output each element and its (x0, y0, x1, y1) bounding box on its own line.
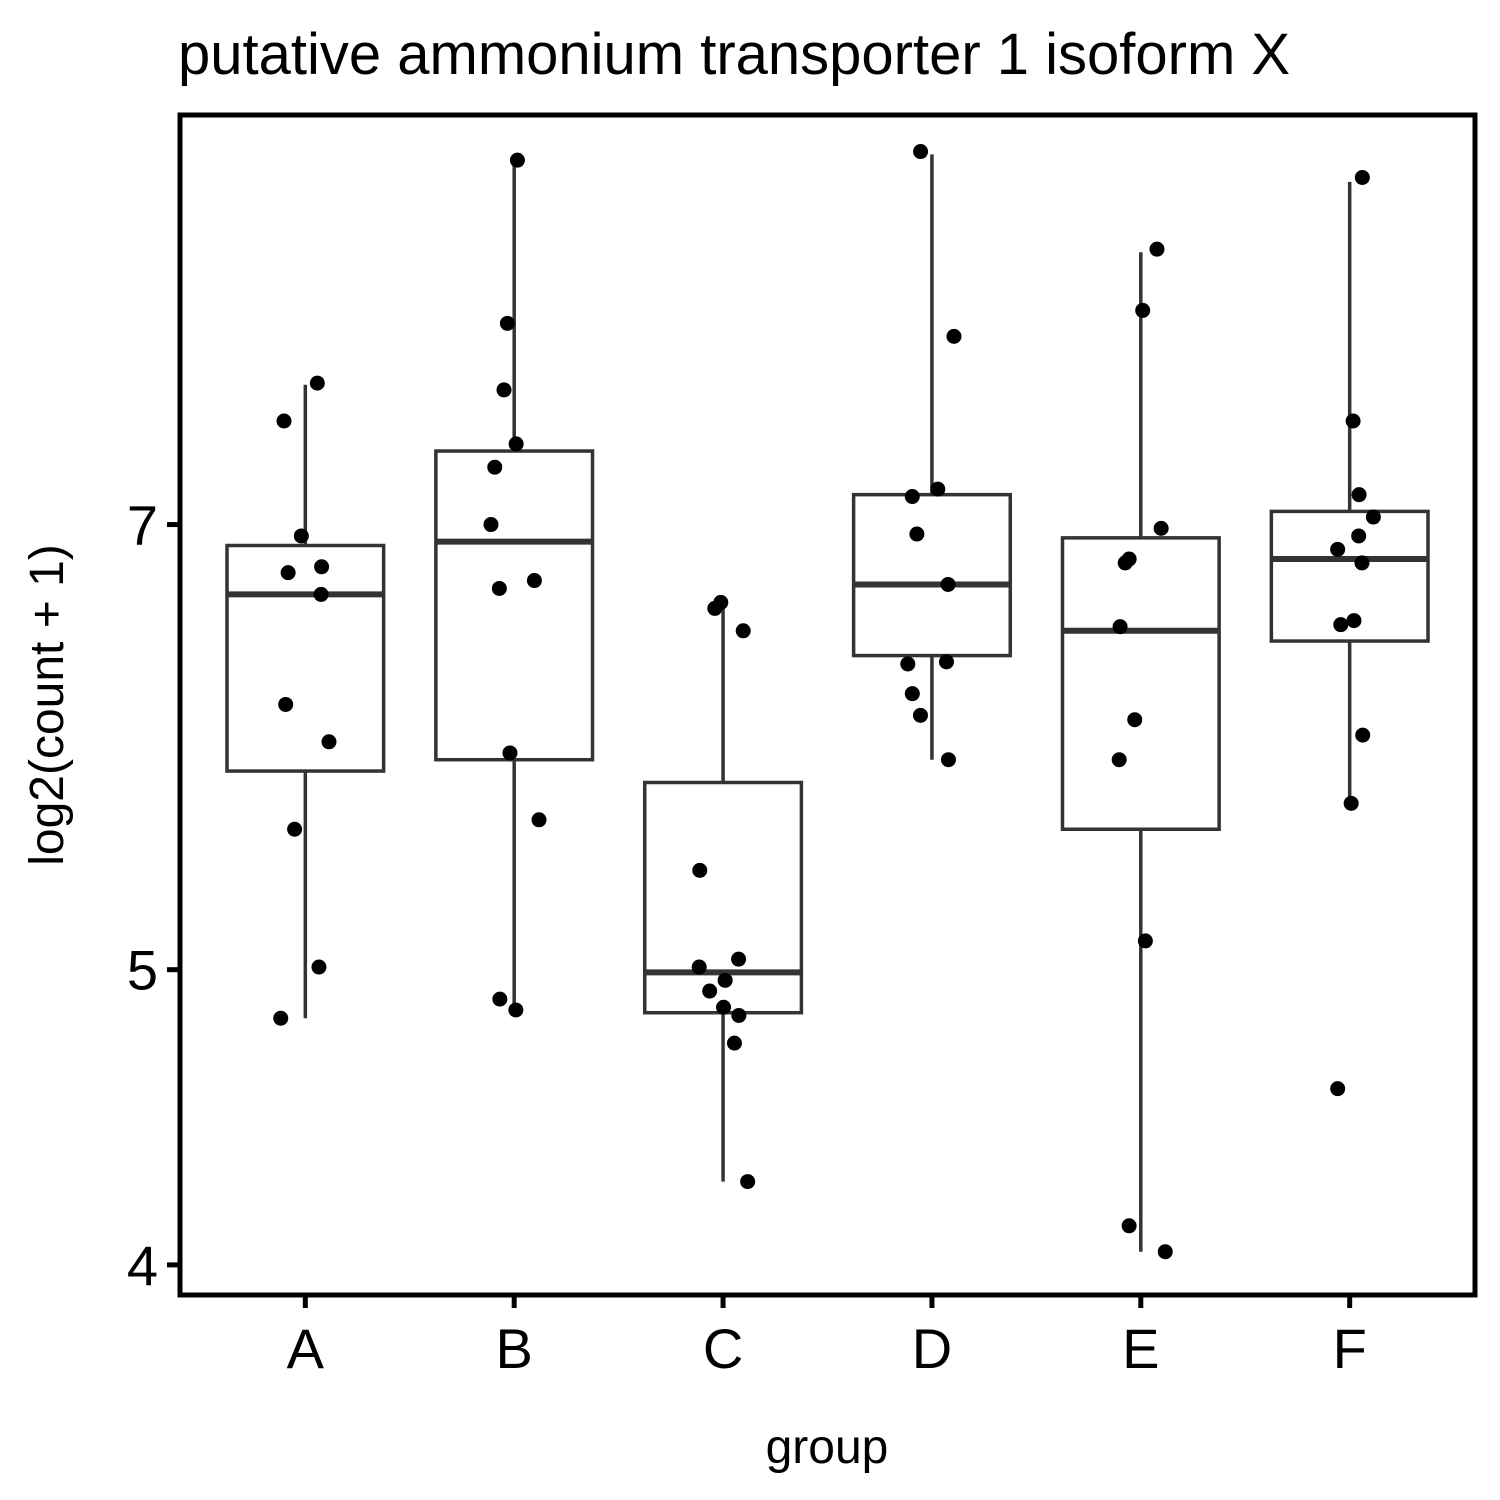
data-point-a (313, 586, 329, 602)
data-point-d (940, 752, 956, 768)
data-point-d (930, 481, 946, 497)
x-tick-label: C (703, 1317, 743, 1380)
data-point-b (491, 580, 507, 596)
data-point-b (492, 991, 508, 1007)
data-point-e (1135, 302, 1151, 318)
data-point-e (1117, 555, 1133, 571)
data-point-a (276, 413, 292, 429)
data-point-f (1346, 613, 1362, 629)
data-point-a (321, 734, 337, 750)
data-point-a (309, 375, 325, 391)
y-axis-title: log2(count + 1) (21, 544, 74, 866)
x-tick-label: D (912, 1317, 952, 1380)
data-point-b (483, 517, 499, 533)
data-point-d (946, 328, 962, 344)
data-point-c (707, 600, 723, 616)
data-point-e (1127, 712, 1143, 728)
y-tick-label: 4 (127, 1234, 158, 1297)
data-point-e (1137, 933, 1153, 949)
y-tick-label: 5 (127, 939, 158, 1002)
panel-border (177, 112, 1478, 1298)
data-point-f (1365, 509, 1381, 525)
x-tick-label: F (1333, 1317, 1367, 1380)
data-point-c (716, 999, 732, 1015)
data-point-d (912, 707, 928, 723)
data-point-f (1354, 169, 1370, 185)
data-point-f (1345, 413, 1361, 429)
data-point-b (526, 573, 542, 589)
data-point-b (499, 315, 515, 331)
data-point-f (1354, 555, 1370, 571)
data-point-c (735, 623, 751, 639)
data-point-f (1351, 528, 1367, 544)
box-group-f (1269, 181, 1430, 809)
data-point-d (900, 656, 916, 672)
plot-area (225, 144, 1430, 1260)
box (1060, 536, 1221, 831)
data-point-b (496, 382, 512, 398)
data-point-b (508, 436, 524, 452)
data-point-e (1149, 241, 1165, 257)
data-point-f (1330, 1081, 1346, 1097)
data-point-e (1112, 619, 1128, 635)
axes: 4 5 7 A B C D E F (127, 494, 1367, 1380)
data-point-c (731, 951, 747, 967)
data-point-a (273, 1010, 289, 1026)
data-point-b (502, 745, 518, 761)
y-tick-label: 7 (127, 494, 158, 557)
data-point-e (1153, 520, 1169, 536)
data-point-b (508, 1002, 524, 1018)
data-point-d (940, 576, 956, 592)
box (434, 449, 595, 762)
data-point-e (1121, 1218, 1137, 1234)
data-point-a (314, 559, 330, 575)
x-tick-label: B (496, 1317, 533, 1380)
data-point-c (691, 959, 707, 975)
x-tick-label: A (287, 1317, 325, 1380)
data-point-f (1343, 795, 1359, 811)
data-point-b (509, 152, 525, 168)
data-point-d (904, 489, 920, 505)
box-group-c (642, 608, 804, 1182)
chart-title: putative ammonium transporter 1 isoform … (178, 22, 1290, 87)
box-group-e (1060, 252, 1221, 1252)
box-group-a (225, 384, 386, 1019)
data-point-f (1355, 727, 1371, 743)
data-point-b (487, 459, 503, 475)
data-point-a (311, 959, 327, 975)
data-point-d (913, 144, 929, 160)
data-point-c (740, 1174, 756, 1190)
data-point-c (692, 862, 708, 878)
box (851, 492, 1013, 658)
data-point-f (1333, 617, 1349, 633)
box-group-b (434, 163, 595, 1005)
data-point-c (726, 1035, 742, 1051)
data-point-d (904, 686, 920, 702)
data-point-d (938, 654, 954, 670)
data-point-c (702, 983, 718, 999)
x-tick-label: E (1122, 1317, 1159, 1380)
data-point-a (293, 528, 309, 544)
data-point-c (731, 1007, 747, 1023)
data-point-e (1111, 752, 1127, 768)
data-point-c (717, 972, 733, 988)
data-point-d (909, 526, 925, 542)
data-point-a (280, 565, 296, 581)
data-point-a (278, 696, 294, 712)
data-point-e (1157, 1244, 1173, 1260)
data-point-f (1351, 487, 1367, 503)
box (225, 543, 386, 773)
data-point-a (287, 821, 303, 837)
data-point-f (1330, 541, 1346, 557)
x-axis-title: group (766, 1421, 889, 1474)
data-point-b (531, 812, 547, 828)
box-group-d (851, 154, 1013, 760)
